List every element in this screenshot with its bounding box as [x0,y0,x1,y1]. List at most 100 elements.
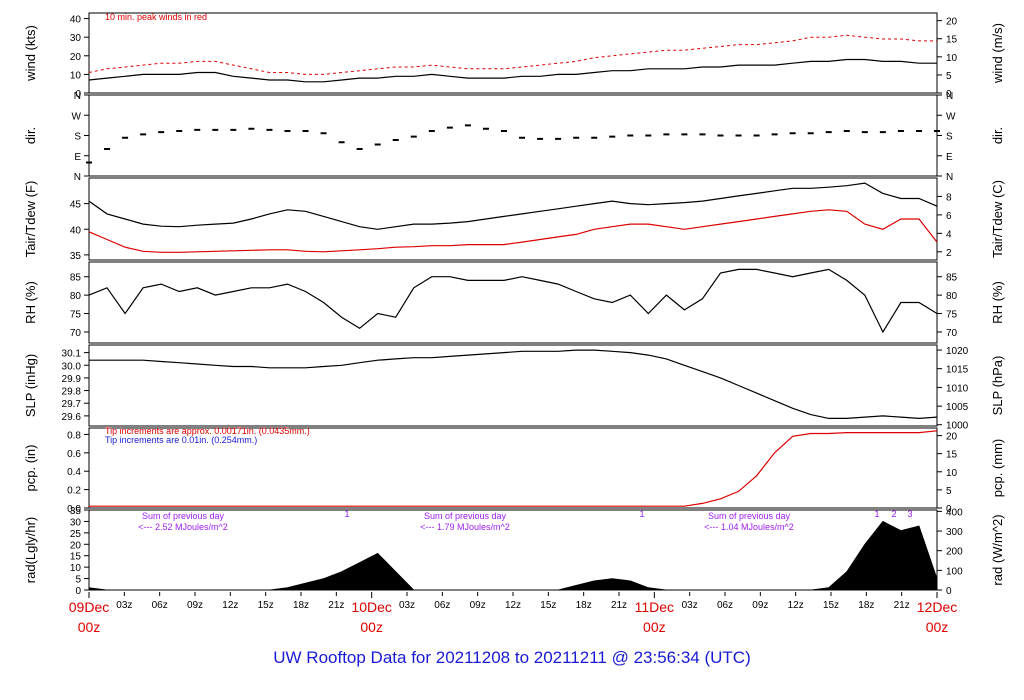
x-tick-label: 09z [470,600,486,611]
left-tick-label: 0 [75,586,81,597]
right-tick-label: 75 [946,310,958,321]
left-tick-label: N [74,91,81,102]
right-tick-label: W [946,111,956,122]
y-axis-label-right: pcp. (mm) [990,439,1005,498]
series-dir-point [934,130,940,132]
right-tick-label: 1015 [946,365,969,376]
x-tick-label: 18z [576,600,592,611]
left-tick-label: 0.0 [67,504,81,515]
right-tick-label: 2 [946,248,952,259]
series-10-min-peak [88,34,937,75]
series-dir-point [627,134,634,137]
right-tick-label: 15 [946,450,958,461]
left-tick-label: S [74,132,81,143]
panel-temp: 35 40 45 2 4 6 8 Tair/Tdew (F) Tair/Tdew (C) [23,177,1005,262]
x-tick-label: 06z [152,600,168,611]
left-tick-label: W [72,111,82,122]
x-tick-label: 18z [858,600,874,611]
x-tick-label: 09z [752,600,768,611]
series-dir-point [392,139,399,141]
series-dir-point [771,133,778,136]
right-tick-label: 85 [946,273,958,284]
series-dir-point [519,136,526,139]
series-dir-point [663,133,670,136]
series-dir-point [843,130,850,132]
x-tick-label: 12z [222,600,238,611]
series-dir-point [338,141,345,144]
left-tick-label: E [74,152,81,163]
x-tick-label: 09z [187,600,203,611]
series-dir-point [446,126,453,129]
series-dir-point [266,128,273,131]
left-tick-label: 45 [70,200,82,211]
x-tick-label: 15z [258,600,274,611]
x-tick-label: 15z [540,600,556,611]
x-day-label: 10Dec [351,599,391,615]
series-dir-point [861,131,868,134]
series-rad [88,520,938,591]
y-axis-label-left: wind (kts) [23,25,38,82]
series-slp [89,349,938,420]
left-tick-label: 80 [70,291,82,302]
series-rh [88,268,938,334]
series-dir-point [717,134,724,137]
series-dir-point [753,134,760,137]
left-tick-label: 15 [70,552,82,563]
x-tick-label: 15z [823,600,839,611]
series-dir-point [609,135,616,138]
series-dir-point [212,128,219,131]
daily-sum-value: <--- 1.79 MJoules/m^2 [420,522,510,532]
series-dir-point [284,130,291,132]
x-tick-label: 21z [894,600,910,611]
panel-slp: 29.6 29.729.8 29.9 30.030.1 1000 1005 1010 1015… [23,344,1005,432]
left-tick-label: 0.4 [67,467,81,478]
footer-title: UW Rooftop Data for 20211208 to 20211211… [273,648,751,667]
panel-note: Tip increments are approx. 0.00171in. (0… [105,426,310,436]
right-tick-label: 200 [946,547,963,558]
y-axis-label-right: RH (%) [990,281,1005,324]
x-day-label-hour: 00z [78,619,101,635]
left-tick-label: 40 [70,15,82,26]
left-tick-label: 20 [70,52,82,63]
left-tick-label: 0.6 [67,449,81,460]
left-tick-label: 20 [70,540,82,551]
left-tick-label: 29.7 [62,399,82,410]
series-dir-point [248,127,255,130]
x-day-label: 12Dec [917,599,957,615]
left-tick-label: 70 [70,328,82,339]
right-tick-label: 8 [946,192,952,203]
series-dir-point [194,128,201,131]
left-tick-label: 30 [70,517,82,528]
right-tick-label: 10 [946,468,958,479]
series-pcp [89,430,938,507]
left-tick-label: 40 [70,225,82,236]
x-day-label: 09Dec [69,599,109,615]
y-axis-label-left: pcp. (in) [23,445,38,492]
left-tick-label: 29.9 [62,374,82,385]
x-day-label-hour: 00z [643,619,666,635]
right-tick-label: 300 [946,527,963,538]
series-dir-point [374,143,381,146]
right-tick-label: 4 [946,229,952,240]
panel-note: 10 min. peak winds in red [105,12,207,22]
x-tick-label: 03z [399,600,415,611]
left-tick-label: 35 [70,506,82,517]
panel-frame [88,344,938,427]
panel-note: Tip increments are 0.01in. (0.254mm.) [105,435,257,445]
left-tick-label: 10 [70,70,82,81]
series-dir-point [302,130,309,132]
rad-marker: 1 [639,509,644,519]
y-axis-label-left: SLP (inHg) [23,354,38,417]
series-dir-point [356,148,363,150]
rad-marker: 1 [344,509,349,519]
left-tick-label: 30.1 [62,349,82,360]
series-dir-point [176,130,183,132]
x-day-label-hour: 00z [360,619,383,635]
series-dir-point [86,161,92,164]
x-tick-label: 06z [434,600,450,611]
right-tick-label: 6 [946,211,952,222]
panel-frame [88,261,938,344]
left-tick-label: 0 [75,89,81,100]
